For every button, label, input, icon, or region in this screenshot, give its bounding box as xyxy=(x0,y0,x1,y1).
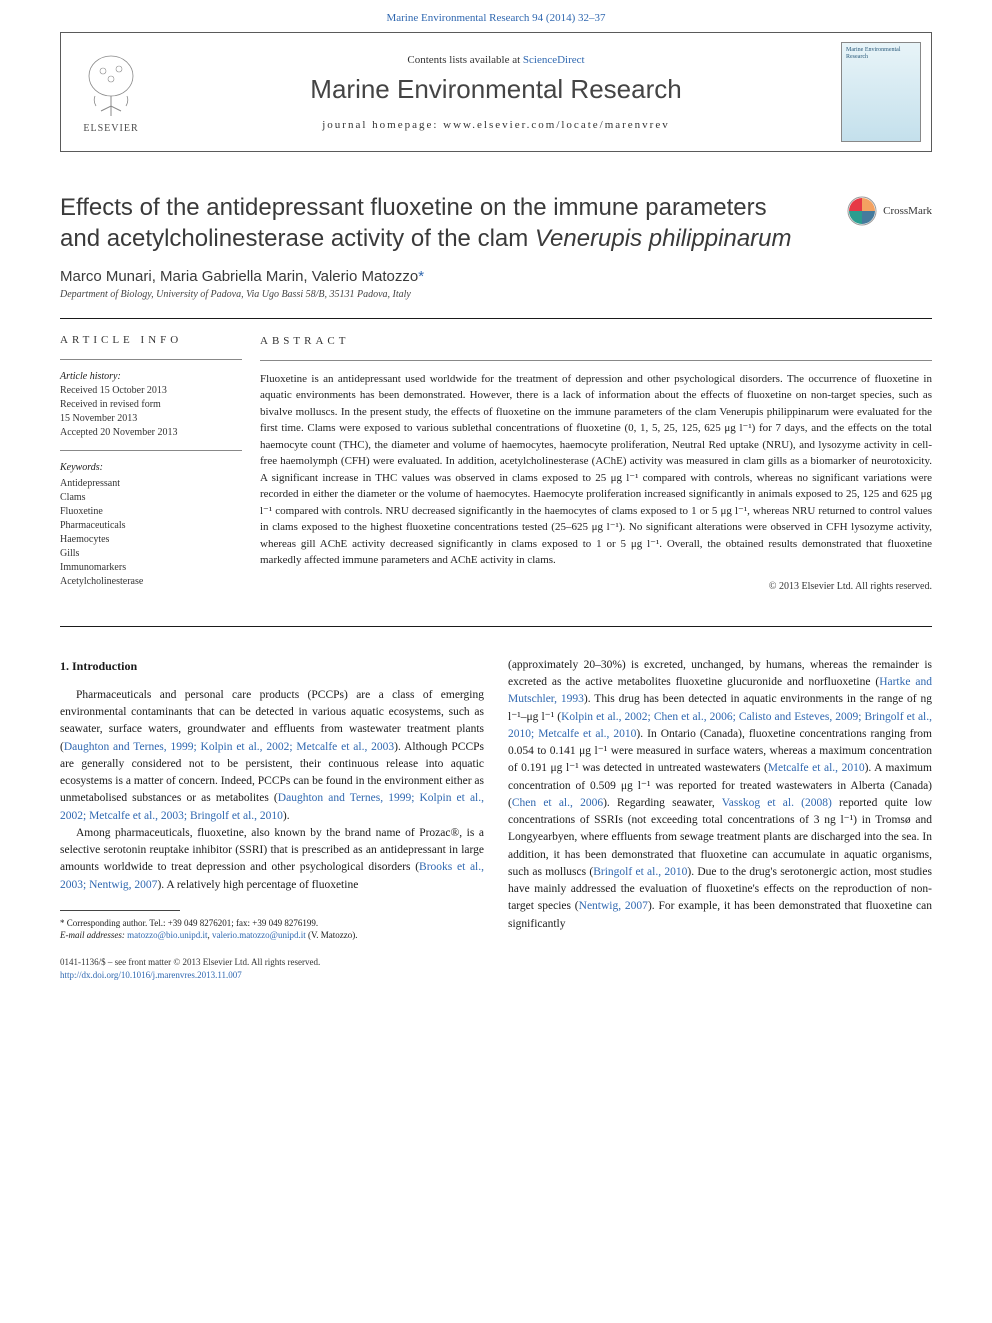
email-2[interactable]: valerio.matozzo@unipd.it xyxy=(212,930,306,940)
citation-link[interactable]: Marine Environmental Research 94 (2014) … xyxy=(386,12,605,24)
info-abstract-row: ARTICLE INFO Article history: Received 1… xyxy=(60,319,932,608)
doi-link[interactable]: http://dx.doi.org/10.1016/j.marenvres.20… xyxy=(60,969,932,982)
c2-r5[interactable]: Vasskog et al. (2008) xyxy=(722,797,832,809)
revised-label: Received in revised form xyxy=(60,398,242,412)
cover-image: Marine Environmental Research xyxy=(841,42,921,142)
header-center: Contents lists available at ScienceDirec… xyxy=(161,54,831,131)
journal-name: Marine Environmental Research xyxy=(161,74,831,105)
article-title: Effects of the antidepressant fluoxetine… xyxy=(60,192,932,254)
keyword-item: Clams xyxy=(60,491,242,505)
p2-end: ). A relatively high percentage of fluox… xyxy=(157,879,358,891)
title-species: Venerupis philippinarum xyxy=(535,225,792,252)
revised-date: 15 November 2013 xyxy=(60,412,242,426)
journal-header-box: ELSEVIER Contents lists available at Sci… xyxy=(60,32,932,152)
keywords-head: Keywords: xyxy=(60,461,242,475)
crossmark-badge[interactable]: CrossMark xyxy=(847,196,932,226)
abstract-text: Fluoxetine is an antidepressant used wor… xyxy=(260,371,932,569)
article-info: ARTICLE INFO Article history: Received 1… xyxy=(60,319,260,608)
body-columns: 1. Introduction Pharmaceuticals and pers… xyxy=(60,657,932,942)
history-head: Article history: xyxy=(60,370,242,384)
keywords-list: AntidepressantClamsFluoxetinePharmaceuti… xyxy=(60,477,242,589)
received-date: Received 15 October 2013 xyxy=(60,384,242,398)
authors: Marco Munari, Maria Gabriella Marin, Val… xyxy=(60,268,932,285)
c2-r3[interactable]: Metcalfe et al., 2010 xyxy=(768,762,865,774)
c2-t1: (approximately 20–30%) is excreted, unch… xyxy=(508,659,932,688)
c2-r6[interactable]: Bringolf et al., 2010 xyxy=(593,866,687,878)
column-right: (approximately 20–30%) is excreted, unch… xyxy=(508,657,932,942)
title-line1: Effects of the antidepressant fluoxetine… xyxy=(60,194,767,221)
email-footnote: E-mail addresses: matozzo@bio.unipd.it, … xyxy=(60,929,484,942)
cover-title: Marine Environmental Research xyxy=(842,43,920,65)
c2-r7[interactable]: Nentwig, 2007 xyxy=(579,900,648,912)
crossmark-icon xyxy=(847,196,877,226)
mid-divider xyxy=(60,626,932,627)
column-left: 1. Introduction Pharmaceuticals and pers… xyxy=(60,657,484,942)
citation-header: Marine Environmental Research 94 (2014) … xyxy=(0,0,992,32)
keyword-item: Gills xyxy=(60,547,242,561)
title-section: CrossMark Effects of the antidepressant … xyxy=(60,192,932,254)
email-suffix: (V. Matozzo). xyxy=(306,930,358,940)
intro-p1: Pharmaceuticals and personal care produc… xyxy=(60,687,484,825)
abstract-heading: ABSTRACT xyxy=(260,333,932,350)
c2-r4[interactable]: Chen et al., 2006 xyxy=(512,797,603,809)
corresponding-footnote: * Corresponding author. Tel.: +39 049 82… xyxy=(60,917,484,930)
section-heading-intro: 1. Introduction xyxy=(60,657,484,675)
keyword-item: Haemocytes xyxy=(60,533,242,547)
p1-end: ). xyxy=(283,810,290,822)
footnote-divider xyxy=(60,910,180,911)
title-line2-pre: and acetylcholinesterase activity of the… xyxy=(60,225,535,252)
homepage-url[interactable]: www.elsevier.com/locate/marenvrev xyxy=(443,119,670,131)
author-names: Marco Munari, Maria Gabriella Marin, Val… xyxy=(60,268,418,285)
c2-t5: ). Regarding seawater, xyxy=(603,797,722,809)
keyword-item: Pharmaceuticals xyxy=(60,519,242,533)
article-info-heading: ARTICLE INFO xyxy=(60,333,242,348)
p1-ref1[interactable]: Daughton and Ternes, 1999; Kolpin et al.… xyxy=(64,741,394,753)
crossmark-label: CrossMark xyxy=(883,205,932,217)
elsevier-tree-icon xyxy=(81,51,141,121)
keyword-item: Fluoxetine xyxy=(60,505,242,519)
info-divider-1 xyxy=(60,359,242,360)
sciencedirect-link[interactable]: ScienceDirect xyxy=(523,54,585,66)
abstract-copyright: © 2013 Elsevier Ltd. All rights reserved… xyxy=(260,579,932,594)
accepted-date: Accepted 20 November 2013 xyxy=(60,426,242,440)
corresponding-marker: * xyxy=(418,268,424,285)
abstract-divider xyxy=(260,360,932,361)
contents-line: Contents lists available at ScienceDirec… xyxy=(161,54,831,66)
email-label: E-mail addresses: xyxy=(60,930,127,940)
journal-homepage: journal homepage: www.elsevier.com/locat… xyxy=(161,119,831,131)
elsevier-label: ELSEVIER xyxy=(83,123,138,134)
elsevier-logo: ELSEVIER xyxy=(61,33,161,151)
info-divider-2 xyxy=(60,450,242,451)
email-1[interactable]: matozzo@bio.unipd.it xyxy=(127,930,207,940)
homepage-label: journal homepage: xyxy=(322,119,443,131)
journal-cover: Marine Environmental Research xyxy=(831,33,931,151)
keyword-item: Acetylcholinesterase xyxy=(60,575,242,589)
affiliation: Department of Biology, University of Pad… xyxy=(60,289,932,300)
issn-line: 0141-1136/$ – see front matter © 2013 El… xyxy=(60,956,932,969)
keyword-item: Antidepressant xyxy=(60,477,242,491)
contents-prefix: Contents lists available at xyxy=(407,54,522,66)
abstract-section: ABSTRACT Fluoxetine is an antidepressant… xyxy=(260,319,932,608)
intro-p2: Among pharmaceuticals, fluoxetine, also … xyxy=(60,825,484,894)
keyword-item: Immunomarkers xyxy=(60,561,242,575)
col2-p1: (approximately 20–30%) is excreted, unch… xyxy=(508,657,932,933)
bottom-info: 0141-1136/$ – see front matter © 2013 El… xyxy=(60,956,932,981)
